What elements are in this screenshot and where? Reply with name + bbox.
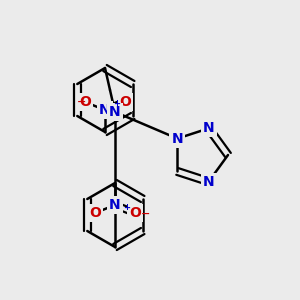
Text: O: O	[129, 206, 141, 220]
Text: N: N	[172, 131, 183, 146]
Text: N: N	[203, 175, 214, 189]
Text: N: N	[203, 122, 214, 135]
Text: O: O	[89, 206, 101, 220]
Text: N: N	[99, 103, 111, 117]
Text: −: −	[77, 97, 86, 107]
Text: N: N	[109, 198, 121, 212]
Text: O: O	[119, 95, 131, 109]
Text: +: +	[123, 203, 130, 212]
Text: N: N	[109, 105, 121, 119]
Text: O: O	[79, 95, 91, 109]
Text: +: +	[113, 99, 120, 108]
Text: −: −	[141, 209, 150, 219]
